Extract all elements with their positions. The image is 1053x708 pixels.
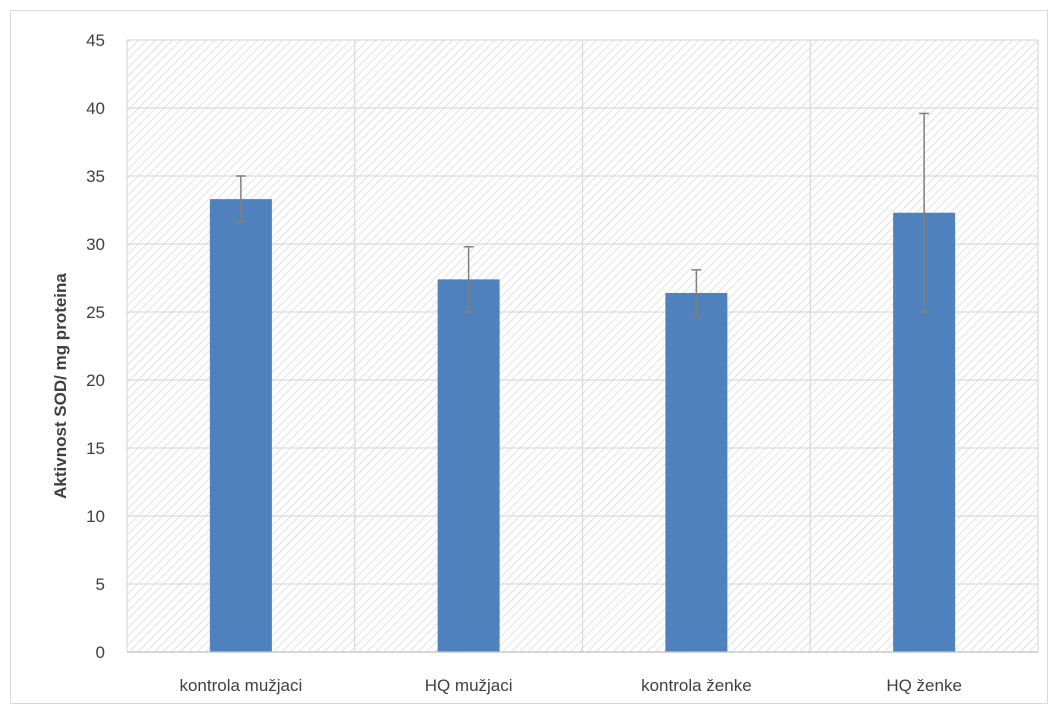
error-bars — [235, 112, 930, 317]
y-tick-label: 15 — [86, 439, 105, 458]
error-bar-3 — [919, 112, 930, 313]
error-bar-2 — [691, 269, 702, 317]
y-tick-label: 0 — [96, 643, 105, 662]
x-tick-label: HQ mužjaci — [425, 676, 513, 695]
x-tick-label: kontrola ženke — [641, 676, 752, 695]
y-axis-label: Aktivnost SOD/ mg proteina — [51, 273, 70, 499]
y-tick-label: 20 — [86, 371, 105, 390]
y-tick-label: 10 — [86, 507, 105, 526]
bars — [209, 199, 956, 652]
y-tick-label: 35 — [86, 167, 105, 186]
y-tick-label: 25 — [86, 303, 105, 322]
bar-0 — [209, 199, 272, 652]
x-tick-label: HQ ženke — [886, 676, 962, 695]
bar-1 — [437, 279, 500, 652]
bar-2 — [665, 292, 728, 652]
y-axis-ticks: 0 5 10 15 20 25 30 35 40 45 — [86, 31, 105, 662]
error-bar-1 — [463, 245, 474, 313]
y-tick-label: 30 — [86, 235, 105, 254]
y-tick-label: 45 — [86, 31, 105, 50]
error-bar-0 — [235, 175, 246, 223]
gridlines — [126, 39, 1039, 652]
x-tick-label: kontrola mužjaci — [179, 676, 302, 695]
y-tick-label: 40 — [86, 99, 105, 118]
x-axis-labels: kontrola mužjaci HQ mužjaci kontrola ženke… — [179, 676, 961, 695]
y-tick-label: 5 — [96, 575, 105, 594]
